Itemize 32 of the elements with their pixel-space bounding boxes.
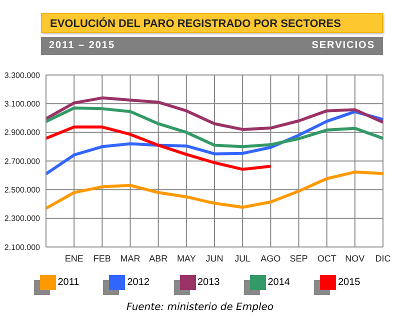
line-series xyxy=(46,96,383,131)
x-tick-label: FEB xyxy=(93,253,111,264)
source-note: Fuente: ministerio de Empleo xyxy=(125,302,275,313)
line-series xyxy=(46,126,272,171)
x-tick-label: NOV xyxy=(345,253,365,264)
x-tick-label: ENE xyxy=(64,253,84,264)
y-tick-label: 3.300.000 xyxy=(4,70,41,80)
legend-label: 2013 xyxy=(198,277,220,288)
x-tick-label: DIC xyxy=(375,253,392,264)
y-tick-label: 2.500.000 xyxy=(4,186,41,195)
chart-subtitle: 2011 – 2015 xyxy=(49,39,116,53)
legend-label: 2015 xyxy=(338,277,360,288)
y-tick-label: 2.100.000 xyxy=(4,242,41,252)
x-tick-label: OCT xyxy=(317,253,337,264)
x-tick-label: ABR xyxy=(149,253,168,264)
x-tick-label: AGO xyxy=(260,253,281,264)
y-tick-label: 2.700.000 xyxy=(4,156,41,166)
legend-label: 2014 xyxy=(268,277,290,288)
y-tick-label: 3.100.000 xyxy=(4,100,41,109)
x-tick-label: SEP xyxy=(290,253,308,264)
x-tick-label: MAY xyxy=(176,253,196,264)
legend-label: 2012 xyxy=(127,277,150,288)
line-series xyxy=(46,106,383,148)
line-series xyxy=(46,170,383,210)
x-tick-label: JUL xyxy=(234,253,251,264)
y-tick-label: 2.300.000 xyxy=(4,214,41,224)
x-tick-label: JUN xyxy=(206,253,224,264)
text: SERVICIOS xyxy=(312,39,375,53)
x-tick-label: MAR xyxy=(120,253,141,264)
legend-label: 2011 xyxy=(58,277,80,288)
chart-title: EVOLUCIÓN DEL PARO REGISTRADO POR SECTORES xyxy=(41,13,383,33)
y-tick-label: 2.900.000 xyxy=(4,128,41,138)
